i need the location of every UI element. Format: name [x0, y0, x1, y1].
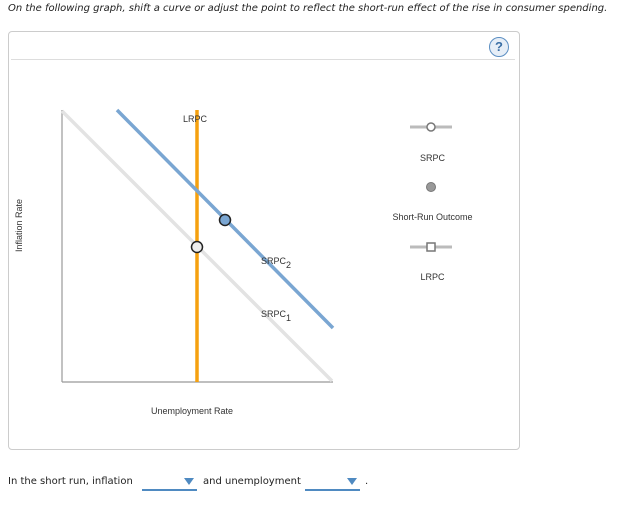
srpc2-label: SRPC2	[261, 256, 291, 270]
answer-middle: and unemployment	[203, 476, 301, 487]
srpc1-subscript: 1	[286, 313, 292, 323]
srpc1-label: SRPC1	[261, 309, 291, 323]
initial-equilibrium-point[interactable]	[190, 240, 204, 254]
chevron-down-icon	[184, 478, 194, 485]
srpc2-subscript: 2	[286, 260, 292, 270]
short-run-outcome-point[interactable]	[218, 213, 232, 227]
graph-panel	[8, 31, 520, 450]
chevron-down-icon	[347, 478, 357, 485]
panel-divider	[11, 59, 515, 60]
legend-lrpc-label: LRPC	[420, 272, 445, 282]
lrpc-label: LRPC	[183, 114, 208, 124]
question-icon: ?	[495, 39, 503, 54]
srpc1-label-text: SRPC	[261, 309, 287, 319]
answer-suffix: .	[365, 476, 369, 487]
help-button[interactable]: ?	[489, 37, 509, 57]
answer-prefix: In the short run, inflation	[8, 476, 133, 487]
unemployment-dropdown[interactable]	[305, 476, 360, 491]
legend-lrpc-icon[interactable]	[410, 242, 452, 252]
legend-short-run-outcome-icon[interactable]	[426, 182, 436, 192]
legend-srpc-icon[interactable]	[410, 122, 452, 132]
y-axis-label: Inflation Rate	[14, 198, 24, 252]
x-axis-label: Unemployment Rate	[151, 406, 234, 416]
srpc2-label-text: SRPC	[261, 256, 287, 266]
legend-srpc-label: SRPC	[419, 153, 445, 163]
instruction-text: On the following graph, shift a curve or…	[8, 3, 608, 14]
legend-short-run-outcome-label: Short-Run Outcome	[392, 212, 473, 222]
inflation-dropdown[interactable]	[142, 476, 197, 491]
